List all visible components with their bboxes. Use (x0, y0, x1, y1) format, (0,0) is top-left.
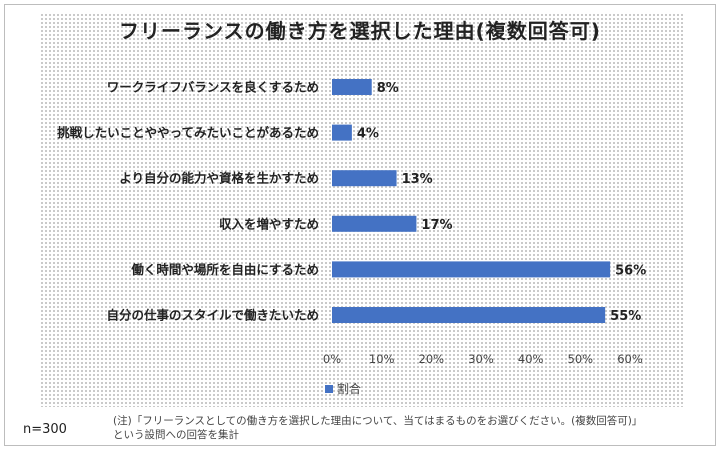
x-tick-label: 40% (518, 352, 544, 366)
data-label: 13% (402, 172, 433, 187)
bar (332, 307, 606, 323)
chart-title: フリーランスの働き方を選択した理由(複数回答可) (119, 19, 601, 43)
category-label: 収入を増やすため (219, 216, 319, 231)
bar (332, 261, 611, 278)
x-tick-label: 0% (323, 352, 341, 366)
chart-frame: フリーランスの働き方を選択した理由(複数回答可) ワークライフバランスを良くする… (4, 4, 716, 446)
sample-size: n=300 (23, 422, 67, 437)
x-tick-label: 50% (568, 352, 594, 366)
plot-area (40, 13, 685, 407)
legend: 割合 (325, 380, 361, 397)
x-tick-label: 10% (369, 352, 395, 366)
x-tick-label: 20% (419, 352, 445, 366)
category-label: より自分の能力や資格を生かすため (119, 171, 319, 186)
x-tick-label: 60% (617, 352, 643, 366)
bar (332, 215, 417, 232)
data-label: 4% (357, 127, 379, 142)
bar (332, 170, 397, 187)
data-label: 17% (421, 218, 452, 233)
data-label: 8% (377, 81, 399, 96)
data-label: 56% (615, 263, 646, 278)
footnote: (注)「フリーランスとしての働き方を選択した理由について、当てはまるものをお選び… (113, 415, 643, 441)
category-label: 挑戦したいことややってみたいことがあるため (57, 125, 319, 140)
bar-chart: ワークライフバランスを良くするため 8% 挑戦したいことややってみたいことがあるため… (57, 79, 646, 366)
legend-swatch (325, 384, 333, 393)
bar (332, 79, 372, 95)
category-label: 働く時間や場所を自由にするため (130, 262, 319, 277)
bar (332, 124, 352, 141)
legend-label: 割合 (337, 382, 362, 396)
data-label: 55% (610, 309, 641, 324)
x-tick-label: 30% (468, 352, 494, 366)
category-label: 自分の仕事のスタイルで働きたいため (106, 308, 319, 323)
category-label: ワークライフバランスを良くするため (107, 80, 319, 95)
